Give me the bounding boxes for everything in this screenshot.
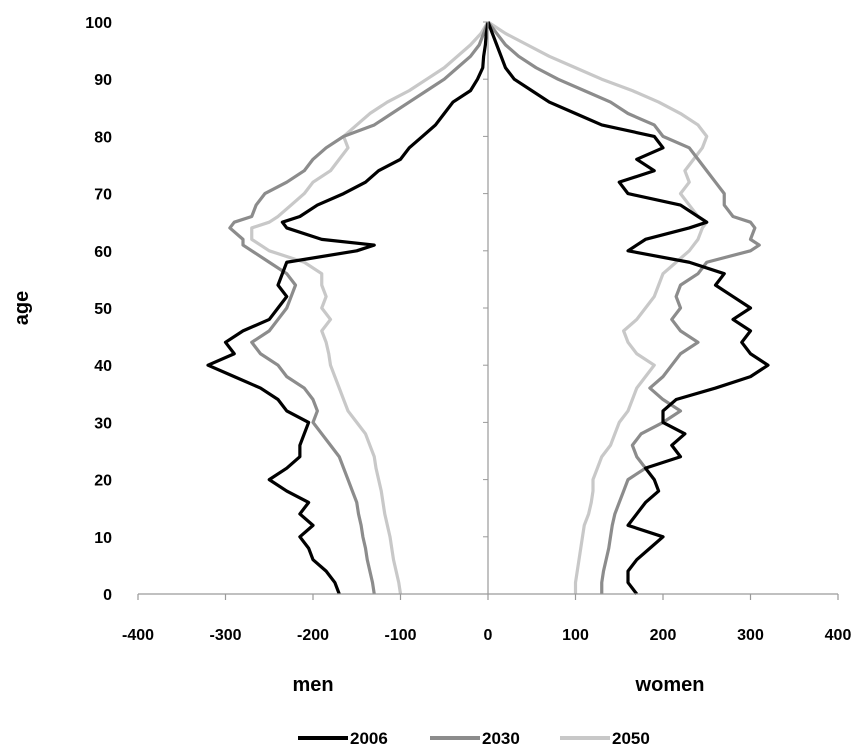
series-line-2050-women [487,20,709,594]
x-tick-label: -200 [297,627,329,644]
x-tick-label: -400 [122,627,154,644]
y-tick-label: 10 [94,530,112,547]
y-axis-title: age [11,291,33,325]
x-axis-title-women: women [635,674,705,696]
series-layer [206,20,770,595]
x-tick-label: 300 [737,627,764,644]
y-tick-label: 30 [94,415,112,432]
x-tick-label: -100 [384,627,416,644]
y-tick-label: 20 [94,473,112,490]
legend: 2006 2030 2050 [298,729,650,748]
x-tick-label: -300 [209,627,241,644]
legend-label-2006: 2006 [350,729,388,748]
series-line-2030-women [486,21,761,594]
y-tick-label: 40 [94,358,112,375]
y-tick-label: 70 [94,187,112,204]
y-tick-label: 80 [94,129,112,146]
legend-label-2030: 2030 [482,729,520,748]
x-tick-label: 200 [650,627,677,644]
x-tick-label: 0 [484,627,493,644]
legend-label-2050: 2050 [612,729,650,748]
y-tick-label: 90 [94,72,112,89]
series-line-2050-men [250,21,490,595]
series-line-2030-men [228,21,490,595]
y-tick-label: 60 [94,244,112,261]
x-tick-label: 100 [562,627,589,644]
y-tick-label: 100 [85,15,112,32]
x-axis-title-men: men [292,674,333,696]
ticks-layer: -400 -300 -200 -100 0 100 200 300 400 0 10 20 30 40 50… [85,15,851,644]
series-line-2006-women [486,21,770,595]
y-tick-label: 0 [103,587,112,604]
series-line-2006-men [206,21,490,595]
y-tick-label: 50 [94,301,112,318]
x-tick-label: 400 [825,627,852,644]
